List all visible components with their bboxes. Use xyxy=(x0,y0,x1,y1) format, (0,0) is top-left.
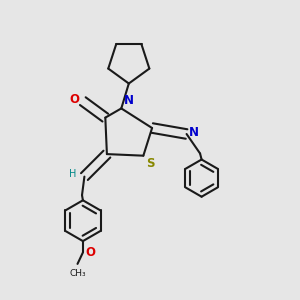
Text: H: H xyxy=(69,169,76,179)
Text: N: N xyxy=(189,126,199,139)
Text: O: O xyxy=(85,246,95,259)
Text: S: S xyxy=(146,157,155,170)
Text: O: O xyxy=(69,93,79,106)
Text: CH₃: CH₃ xyxy=(69,269,86,278)
Text: N: N xyxy=(124,94,134,107)
